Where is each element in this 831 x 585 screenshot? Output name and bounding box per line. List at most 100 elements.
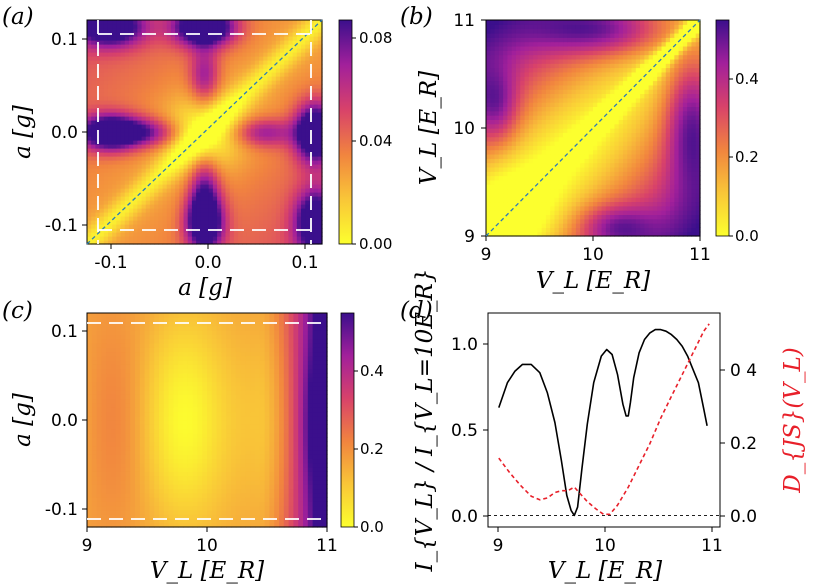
heatmap-cell (515, 188, 521, 194)
heatmap-cell (275, 208, 281, 213)
heatmap-cell (652, 140, 658, 146)
heatmap-cell (558, 153, 564, 159)
heatmap-cell (695, 97, 701, 103)
heatmap-cell (103, 172, 109, 177)
heatmap-cell (128, 180, 134, 185)
heatmap-cell (627, 149, 633, 155)
heatmap-cell (133, 96, 138, 101)
heatmap-cell (87, 136, 92, 141)
heatmap-cell (259, 212, 264, 217)
heatmap-cell (486, 89, 491, 95)
heatmap-cell (280, 240, 285, 245)
heatmap-cell (116, 112, 122, 117)
heatmap-cell (217, 20, 222, 25)
heatmap-cell (158, 112, 164, 117)
heatmap-cell (682, 132, 688, 138)
heatmap-cell (229, 52, 235, 57)
heatmap-cell (217, 48, 222, 53)
heatmap-cell (618, 153, 624, 159)
heatmap-cell (221, 92, 227, 97)
heatmap-cell (191, 20, 197, 25)
heatmap-cell (271, 116, 277, 121)
heatmap-cell (284, 112, 290, 117)
heatmap-cell (545, 201, 551, 207)
heatmap-cell (208, 20, 214, 25)
heatmap-cell (179, 116, 185, 121)
heatmap-cell (520, 184, 526, 190)
heatmap-cell (208, 224, 214, 229)
heatmap-cell (490, 115, 496, 120)
heatmap-cell (575, 171, 581, 177)
heatmap-cell (554, 188, 560, 194)
heatmap-cell (246, 48, 252, 53)
heatmap-cell (670, 93, 675, 99)
heatmap-cell (661, 201, 667, 207)
heatmap-cell (597, 231, 603, 237)
heatmap-cell (250, 36, 256, 41)
heatmap-cell (635, 93, 641, 99)
heatmap-cell (533, 179, 538, 185)
heatmap-cell (292, 188, 298, 193)
heatmap-cell (162, 212, 168, 217)
heatmap-cell (597, 162, 603, 168)
heatmap-cell (687, 128, 693, 133)
heatmap-cell (305, 164, 311, 169)
heatmap-cell (678, 97, 684, 103)
heatmap-cell (317, 128, 323, 133)
heatmap-cell (145, 128, 151, 133)
heatmap-cell (200, 232, 206, 237)
heatmap-cell (225, 104, 231, 109)
heatmap-cell (233, 180, 239, 185)
heatmap-cell (691, 205, 697, 211)
heatmap-cell (292, 108, 298, 113)
heatmap-cell (605, 205, 611, 211)
heatmap-cell (259, 48, 264, 53)
heatmap-cell (610, 175, 615, 181)
heatmap-cell (301, 116, 306, 121)
heatmap-cell (275, 188, 281, 193)
heatmap-cell (170, 48, 176, 53)
heatmap-cell (288, 144, 294, 149)
heatmap-cell (695, 184, 701, 190)
heatmap-cell (296, 128, 302, 133)
heatmap-cell (614, 97, 620, 103)
heatmap-cell (170, 240, 176, 245)
heatmap-cell (154, 88, 159, 93)
heatmap-cell (263, 136, 269, 141)
heatmap-cell (528, 123, 534, 129)
heatmap-cell (507, 106, 513, 112)
heatmap-cell (246, 196, 252, 201)
heatmap-cell (183, 172, 189, 177)
heatmap-cell (301, 80, 306, 85)
heatmap-cell (610, 97, 615, 103)
heatmap-cell (183, 212, 189, 217)
heatmap-cell (571, 97, 577, 103)
heatmap-cell (657, 136, 663, 142)
heatmap-cell (158, 104, 164, 109)
heatmap-cell (280, 112, 285, 117)
heatmap-cell (95, 32, 101, 37)
heatmap-cell (528, 166, 534, 172)
heatmap-cell (678, 80, 684, 86)
heatmap-cell (141, 108, 147, 113)
heatmap-cell (267, 240, 273, 245)
heatmap-cell (166, 44, 172, 49)
heatmap-cell (541, 149, 547, 155)
heatmap-cell (124, 40, 130, 45)
heatmap-cell (631, 205, 637, 211)
heatmap-cell (618, 184, 624, 190)
heatmap-cell (246, 132, 252, 137)
heatmap-cell (588, 184, 594, 190)
heatmap-cell (259, 204, 264, 209)
heatmap-cell (305, 224, 311, 229)
heatmap-cell (187, 152, 193, 157)
heatmap-cell (648, 132, 654, 138)
heatmap-cell (175, 160, 180, 165)
heatmap-cell (610, 128, 615, 133)
heatmap-cell (682, 214, 688, 220)
heatmap-cell (674, 97, 680, 103)
heatmap-cell (229, 140, 235, 145)
heatmap-cell (238, 116, 243, 121)
heatmap-cell (99, 104, 105, 109)
heatmap-cell (644, 145, 650, 151)
